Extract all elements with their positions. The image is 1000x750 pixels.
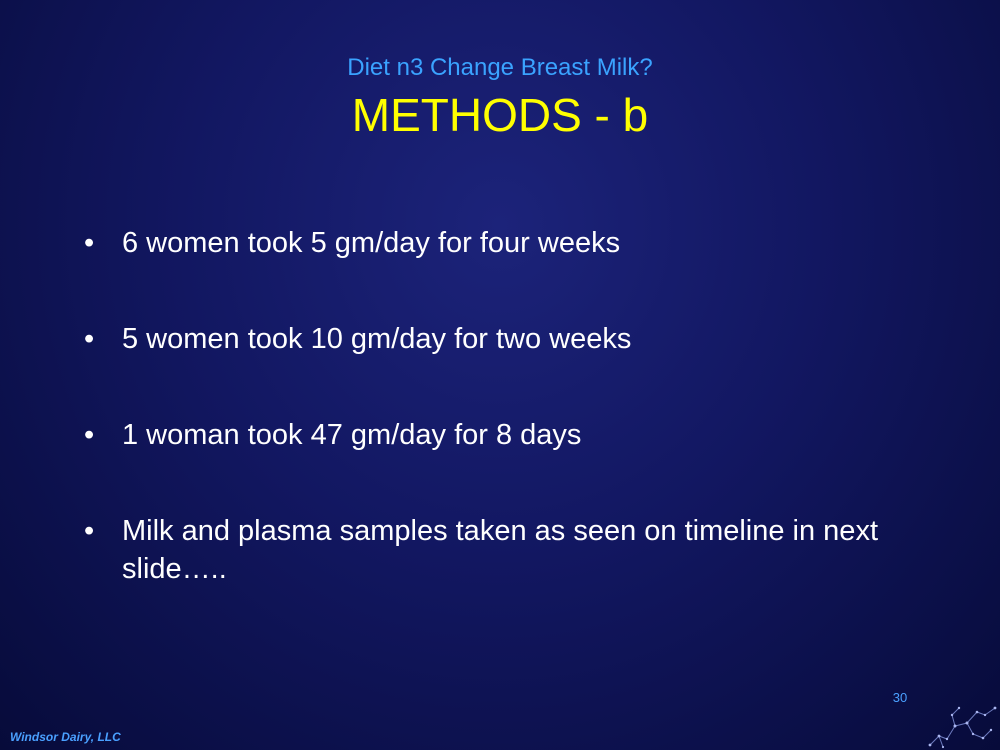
constellation-logo-icon xyxy=(928,706,997,749)
bullet-marker: • xyxy=(84,323,95,355)
bullet-marker: • xyxy=(84,419,95,451)
slide-subtitle: Diet n3 Change Breast Milk? xyxy=(347,54,653,81)
bullet-marker: • xyxy=(84,227,95,259)
page-number: 30 xyxy=(892,690,908,705)
slide-title: METHODS - b xyxy=(351,89,649,141)
bullet-marker: • xyxy=(84,515,95,547)
bullet-text: 5 women took 10 gm/day for two weeks xyxy=(122,323,632,355)
bullet-text: Milk and plasma samples taken as seen on… xyxy=(122,515,878,585)
footer-company: Windsor Dairy, LLC xyxy=(10,730,121,744)
bullet-text: 1 woman took 47 gm/day for 8 days xyxy=(122,419,582,451)
bullet-text: 6 women took 5 gm/day for four weeks xyxy=(122,227,621,259)
